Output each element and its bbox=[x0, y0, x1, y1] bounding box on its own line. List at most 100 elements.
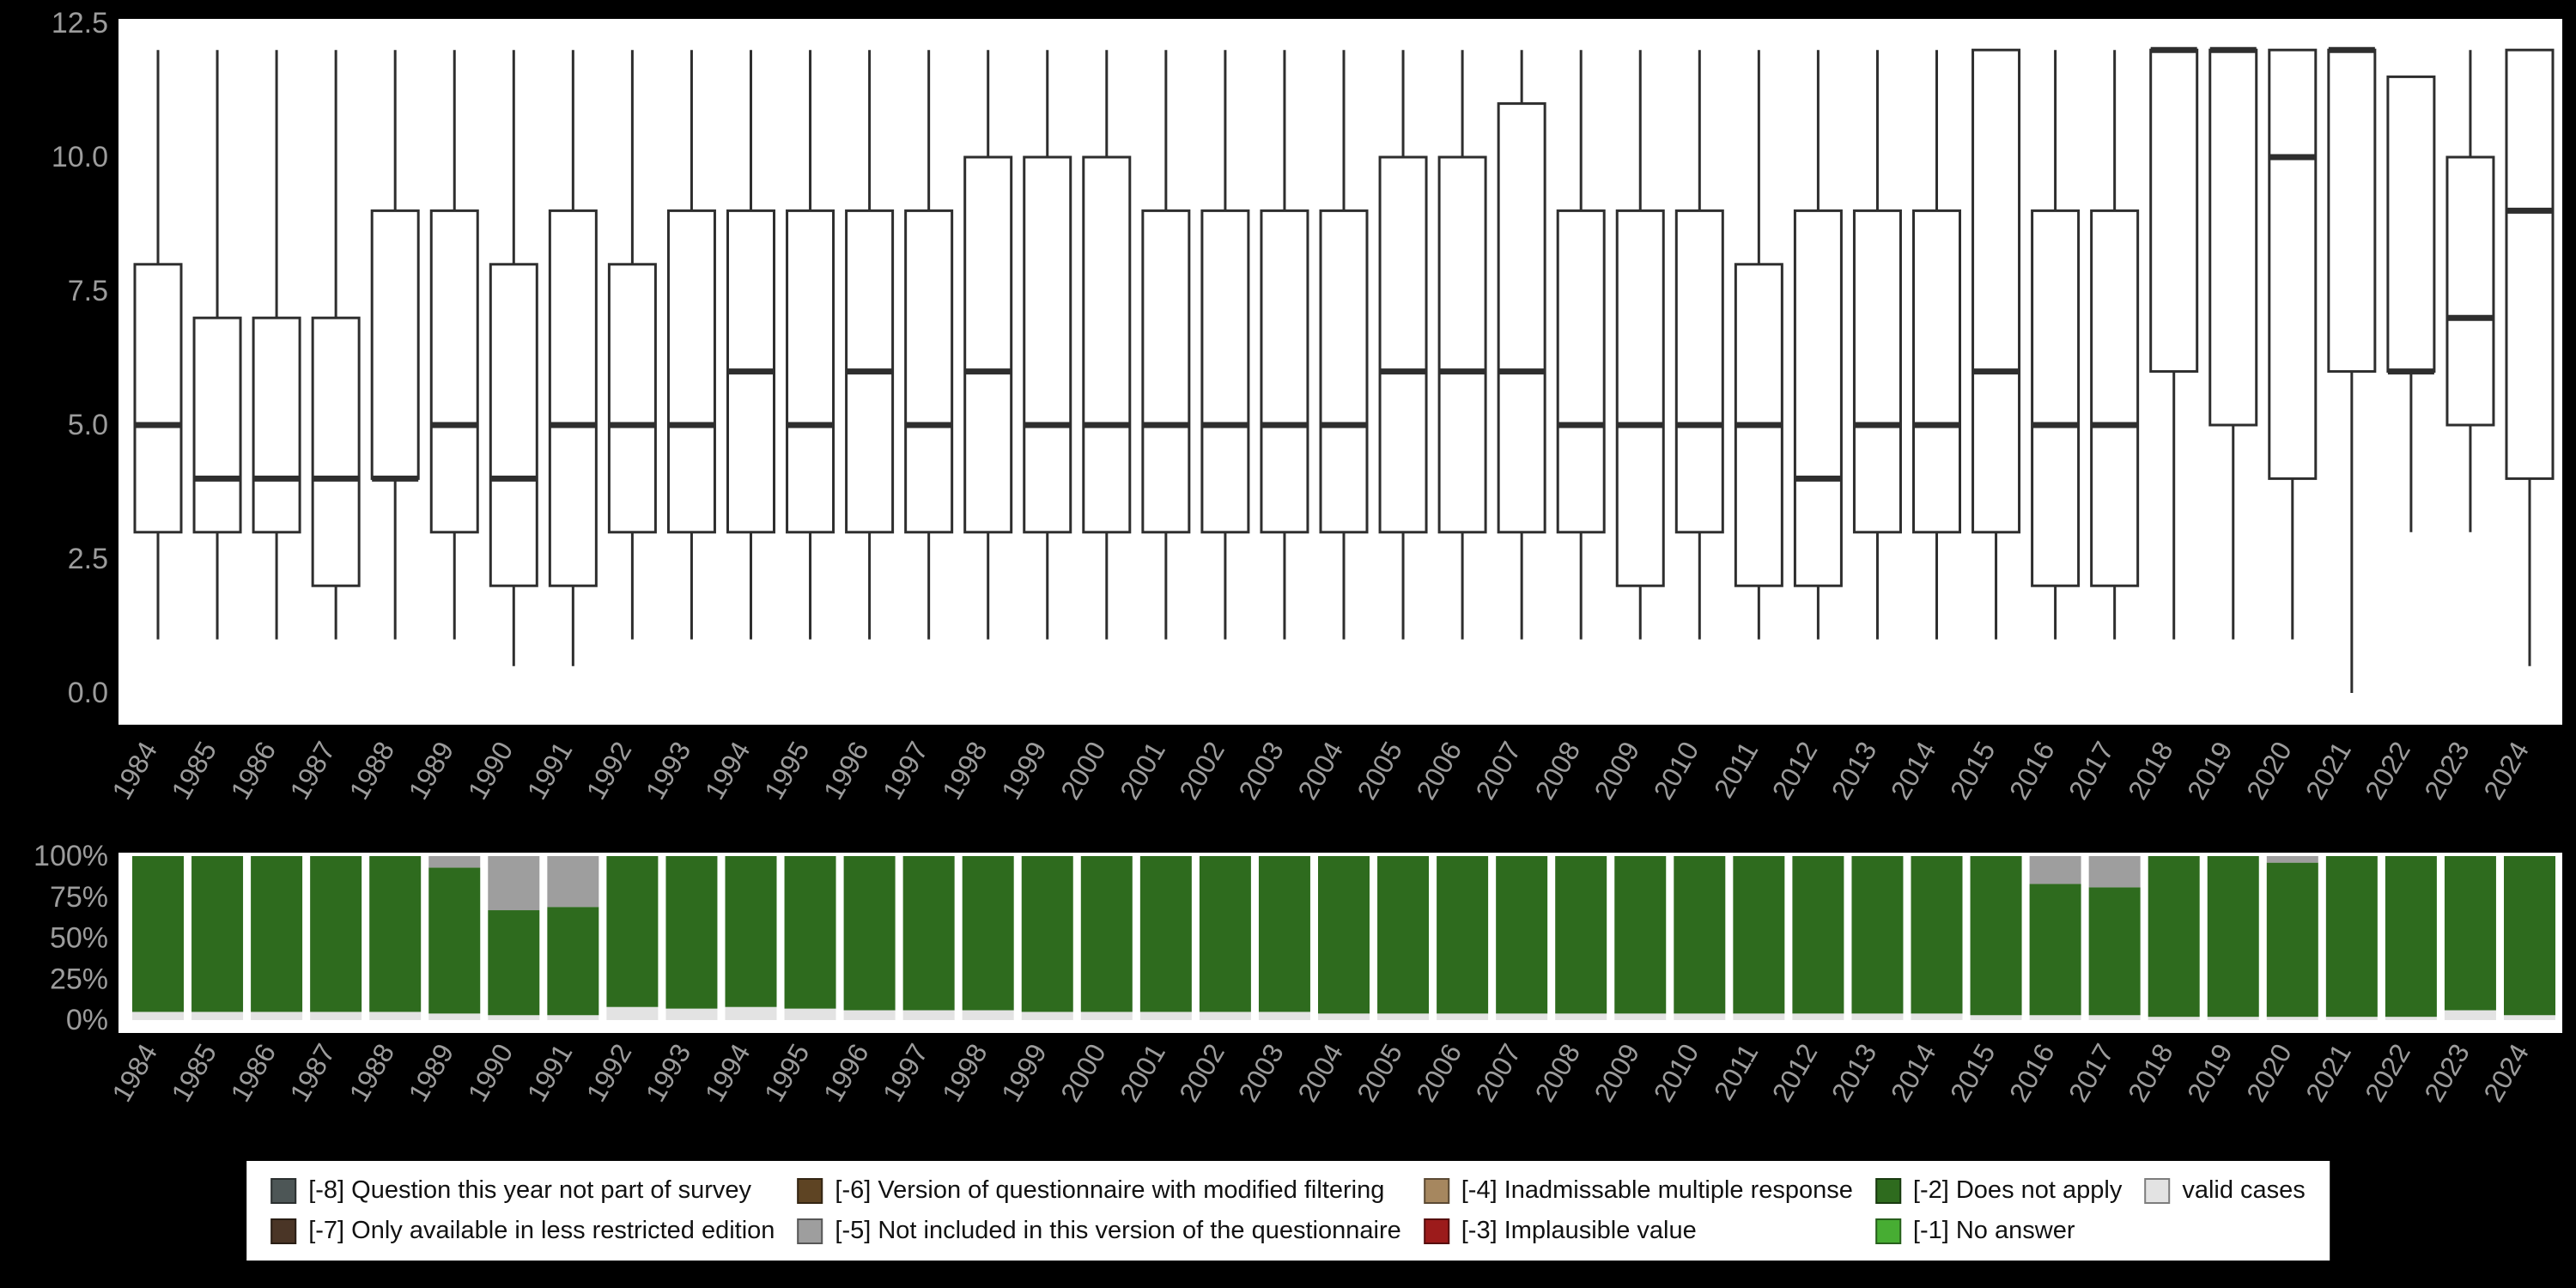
bar-segment-2018-valid bbox=[2148, 1017, 2200, 1020]
boxplot-xtick-label-2001: 2001 bbox=[1114, 737, 1171, 805]
bar-xtick-label-1994: 1994 bbox=[699, 1039, 756, 1108]
bar-segment-1998--2 bbox=[962, 856, 1014, 1011]
legend-item--7: [-7] Only available in less restricted e… bbox=[270, 1217, 775, 1245]
boxplot-box-2016 bbox=[2031, 209, 2081, 587]
bar-segment-1990--5 bbox=[488, 856, 540, 911]
legend-item--8: [-8] Question this year not part of surv… bbox=[270, 1176, 775, 1205]
legend-item-valid: valid cases bbox=[2144, 1176, 2306, 1205]
boxplot-xtick-label-2017: 2017 bbox=[2063, 737, 2120, 805]
bar-segment-2008-valid bbox=[1555, 1013, 1607, 1020]
bar-segment-1989--2 bbox=[428, 867, 481, 1014]
boxplot-box-2005 bbox=[1378, 155, 1428, 534]
bar-segment-2013--2 bbox=[1851, 856, 1904, 1014]
bar-xtick-label-1987: 1987 bbox=[283, 1039, 341, 1108]
bar-xtick-label-2022: 2022 bbox=[2359, 1039, 2416, 1108]
bar-xtick-label-1988: 1988 bbox=[343, 1039, 400, 1108]
boxplot-ytick-label: 5.0 bbox=[68, 409, 108, 441]
bar-segment-2021-valid bbox=[2325, 1017, 2378, 1020]
bar-segment-1996--2 bbox=[843, 856, 896, 1011]
bar-segment-2017--5 bbox=[2088, 856, 2141, 888]
legend-item--1: [-1] No answer bbox=[1874, 1217, 2122, 1245]
boxplot-box-1984 bbox=[133, 263, 183, 534]
legend-swatch--5 bbox=[797, 1218, 823, 1244]
bar-xtick-label-2004: 2004 bbox=[1291, 1039, 1349, 1108]
boxplot-box-2003 bbox=[1260, 209, 1309, 534]
bar-xtick-label-2006: 2006 bbox=[1410, 1039, 1467, 1108]
bar-segment-2011--2 bbox=[1733, 856, 1785, 1014]
boxplot-xtick-label-1997: 1997 bbox=[877, 737, 934, 805]
boxplot-ytick-label: 12.5 bbox=[52, 7, 108, 39]
bar-segment-2004-valid bbox=[1318, 1013, 1370, 1020]
boxplot-xtick-label-1996: 1996 bbox=[817, 737, 875, 805]
legend-swatch--2 bbox=[1874, 1177, 1901, 1204]
legend-swatch--3 bbox=[1423, 1218, 1449, 1244]
boxplot-box-2021 bbox=[2327, 48, 2377, 374]
boxplot-xtick-label-1995: 1995 bbox=[758, 737, 816, 805]
bar-segment-1992-valid bbox=[606, 1006, 659, 1020]
bar-segment-1994-valid bbox=[725, 1006, 777, 1020]
bar-segment-2017--2 bbox=[2088, 887, 2141, 1016]
boxplot-box-2012 bbox=[1793, 209, 1843, 587]
bar-xtick-label-1996: 1996 bbox=[817, 1039, 875, 1108]
bar-segment-1997--2 bbox=[902, 856, 955, 1011]
bar-segment-2020-valid bbox=[2266, 1017, 2318, 1020]
boxplot-box-2013 bbox=[1852, 209, 1902, 534]
bar-segment-2014--2 bbox=[1911, 856, 1963, 1014]
bar-segment-2005--2 bbox=[1377, 856, 1430, 1014]
bar-segment-2005-valid bbox=[1377, 1013, 1430, 1020]
bar-xtick-label-2011: 2011 bbox=[1708, 1039, 1765, 1106]
bar-segment-2006-valid bbox=[1437, 1013, 1489, 1020]
bar-segment-2023--2 bbox=[2444, 856, 2496, 1011]
bar-xtick-label-1989: 1989 bbox=[403, 1039, 460, 1108]
bar-segment-2009-valid bbox=[1614, 1013, 1667, 1020]
boxplot-xtick-label-1985: 1985 bbox=[165, 737, 222, 805]
legend-label--5: [-5] Not included in this version of the… bbox=[835, 1217, 1401, 1244]
legend-swatch--1 bbox=[1874, 1218, 1901, 1244]
bar-segment-2000--2 bbox=[1080, 856, 1133, 1012]
bar-xtick-label-2002: 2002 bbox=[1173, 1039, 1230, 1108]
boxplot-box-1989 bbox=[429, 209, 479, 534]
bar-ytick-label: 25% bbox=[50, 963, 108, 995]
bar-segment-1997-valid bbox=[902, 1010, 955, 1020]
chart-legend: [-8] Question this year not part of surv… bbox=[246, 1161, 2330, 1261]
boxplot-box-1990 bbox=[489, 263, 538, 587]
boxplot-box-2008 bbox=[1556, 209, 1606, 534]
boxplot-xtick-label-2023: 2023 bbox=[2418, 737, 2476, 805]
bar-segment-2018--2 bbox=[2148, 856, 2200, 1018]
boxplot-xtick-label-1992: 1992 bbox=[580, 737, 638, 805]
bar-xtick-label-2008: 2008 bbox=[1528, 1039, 1586, 1108]
bar-ytick-label: 75% bbox=[50, 881, 108, 914]
bar-segment-1987-valid bbox=[310, 1012, 362, 1020]
bar-xtick-label-2012: 2012 bbox=[1766, 1039, 1824, 1108]
bar-segment-2003-valid bbox=[1258, 1012, 1310, 1020]
boxplot-xtick-label-1994: 1994 bbox=[699, 737, 756, 805]
bar-xtick-label-1986: 1986 bbox=[224, 1039, 282, 1108]
boxplot-xtick-label-2015: 2015 bbox=[1944, 737, 2002, 805]
bar-segment-2020--5 bbox=[2266, 856, 2318, 863]
boxplot-xtick-label-2021: 2021 bbox=[2300, 737, 2357, 805]
boxplot-xtick-label-2009: 2009 bbox=[1589, 737, 1646, 805]
bar-ytick-label: 50% bbox=[50, 922, 108, 955]
boxplot-xtick-label-2008: 2008 bbox=[1528, 737, 1586, 805]
boxplot-box-2007 bbox=[1497, 102, 1546, 534]
legend-label-valid: valid cases bbox=[2182, 1176, 2306, 1204]
boxplot-box-1997 bbox=[904, 209, 954, 534]
boxplot-box-2024 bbox=[2505, 48, 2555, 480]
bar-segment-2004--2 bbox=[1318, 856, 1370, 1014]
bar-xtick-label-2019: 2019 bbox=[2181, 1039, 2239, 1108]
bar-segment-1986--2 bbox=[251, 856, 303, 1012]
bar-segment-1991--5 bbox=[547, 856, 599, 908]
bar-segment-2015-valid bbox=[1970, 1015, 2022, 1020]
bar-xtick-label-2003: 2003 bbox=[1232, 1039, 1290, 1108]
boxplot-box-2000 bbox=[1082, 155, 1132, 534]
bar-segment-2019-valid bbox=[2207, 1017, 2259, 1020]
boxplot-box-1993 bbox=[666, 209, 716, 534]
boxplot-xtick-label-1988: 1988 bbox=[343, 737, 400, 805]
legend-item--3: [-3] Implausible value bbox=[1423, 1217, 1853, 1245]
bar-xtick-label-1998: 1998 bbox=[936, 1039, 993, 1108]
bar-segment-2021--2 bbox=[2325, 856, 2378, 1018]
bar-segment-1995-valid bbox=[784, 1008, 836, 1020]
boxplot-box-1987 bbox=[311, 316, 361, 587]
boxplot-box-1999 bbox=[1023, 155, 1072, 534]
bar-segment-2008--2 bbox=[1555, 856, 1607, 1014]
